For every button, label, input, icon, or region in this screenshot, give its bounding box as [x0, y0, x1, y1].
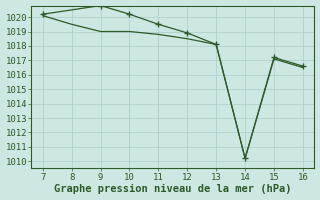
X-axis label: Graphe pression niveau de la mer (hPa): Graphe pression niveau de la mer (hPa)	[54, 184, 292, 194]
